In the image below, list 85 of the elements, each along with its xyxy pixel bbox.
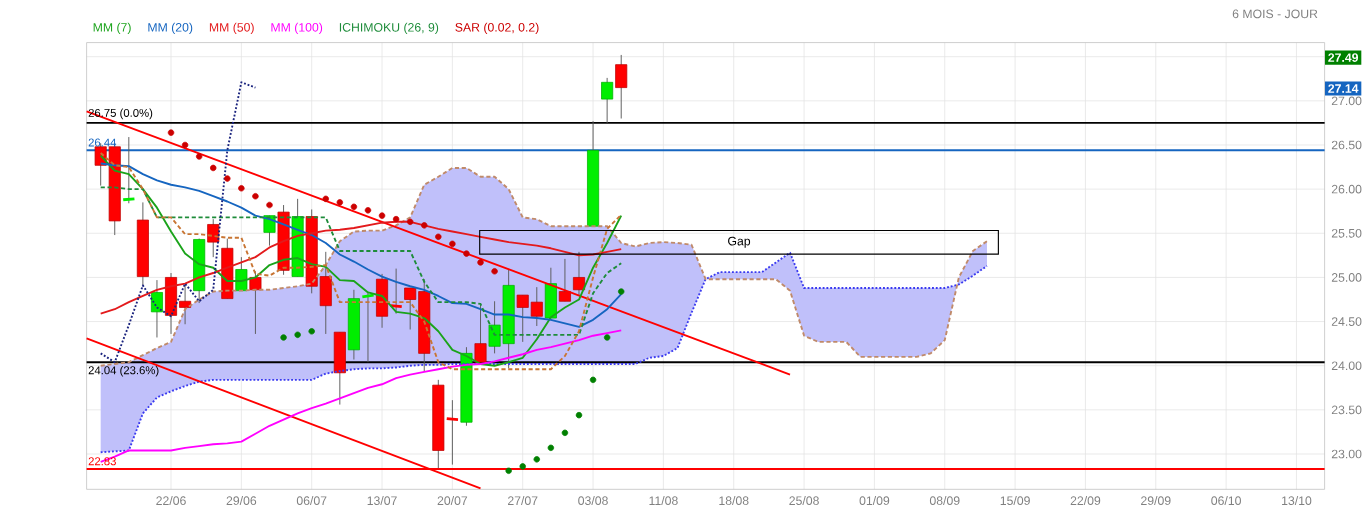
text: ICHIMOKU (26, 9) bbox=[339, 22, 439, 35]
point bbox=[589, 376, 597, 384]
point bbox=[322, 195, 329, 203]
point bbox=[167, 129, 175, 136]
chart-subtitle: 6 MOIS - JOUR bbox=[1232, 9, 1318, 19]
point bbox=[435, 233, 442, 241]
candlestick bbox=[121, 136, 136, 204]
point bbox=[336, 199, 344, 206]
point bbox=[294, 331, 301, 339]
point bbox=[519, 463, 526, 470]
y-tick-label: 25.00 bbox=[1331, 273, 1362, 282]
point bbox=[561, 429, 569, 437]
point bbox=[575, 411, 583, 419]
point bbox=[547, 444, 555, 452]
y-tick-label: 24.50 bbox=[1331, 317, 1362, 326]
x-tick-label: 13/10 bbox=[1282, 495, 1312, 505]
text: MM (7) bbox=[93, 22, 131, 35]
point bbox=[238, 185, 245, 192]
candlestick bbox=[404, 287, 417, 330]
point bbox=[280, 334, 287, 341]
ref-line-label: 24.04 (23.6%) bbox=[88, 365, 159, 377]
x-tick-label: 08/09 bbox=[929, 495, 960, 505]
x-tick-label: 18/08 bbox=[719, 495, 749, 505]
ref-line-label: 22.83 bbox=[88, 457, 116, 466]
point bbox=[181, 141, 189, 149]
annotation: 27.49 bbox=[1328, 53, 1359, 62]
y-tick-label: 23.00 bbox=[1331, 449, 1362, 459]
x-tick-label: 06/10 bbox=[1211, 495, 1241, 505]
x-tick-label: 15/09 bbox=[1000, 495, 1030, 505]
text: MM (50) bbox=[209, 22, 254, 35]
point bbox=[350, 203, 358, 210]
x-tick-label: 29/09 bbox=[1141, 495, 1171, 505]
point bbox=[195, 153, 203, 160]
x-tick-label: 20/07 bbox=[437, 495, 468, 505]
candlestick bbox=[249, 270, 262, 335]
point bbox=[252, 192, 259, 200]
candlestick bbox=[150, 279, 163, 338]
point bbox=[308, 328, 315, 335]
y-tick-label: 25.50 bbox=[1331, 228, 1362, 238]
point bbox=[603, 334, 611, 341]
x-tick-label: 22/09 bbox=[1070, 495, 1101, 505]
point bbox=[533, 456, 540, 463]
y-tick-label: 27.00 bbox=[1331, 96, 1362, 106]
point bbox=[392, 215, 400, 223]
point bbox=[210, 164, 217, 172]
candlestick bbox=[445, 399, 460, 466]
y-tick-label: 26.50 bbox=[1331, 140, 1362, 150]
ref-line-label: 26.44 bbox=[88, 138, 117, 147]
point bbox=[505, 467, 512, 474]
text: SAR (0.02, 0.2) bbox=[455, 22, 539, 35]
x-tick-label: 27/07 bbox=[508, 495, 538, 505]
x-tick-label: 06/07 bbox=[296, 495, 327, 505]
x-tick-label: 11/08 bbox=[649, 495, 678, 505]
text: MM (100) bbox=[271, 22, 323, 35]
text: MM (20) bbox=[148, 22, 193, 35]
point bbox=[364, 207, 372, 214]
point bbox=[463, 250, 470, 257]
x-tick-label: 13/07 bbox=[367, 495, 397, 505]
point bbox=[266, 201, 273, 209]
point bbox=[491, 268, 498, 275]
point bbox=[477, 259, 484, 266]
point bbox=[406, 218, 414, 226]
candlestick bbox=[207, 218, 220, 258]
candlestick bbox=[179, 283, 192, 325]
point bbox=[449, 240, 456, 248]
candlestick bbox=[530, 286, 543, 327]
y-tick-label: 24.00 bbox=[1331, 361, 1362, 371]
candlestick bbox=[516, 294, 529, 343]
y-tick-label: 23.50 bbox=[1331, 405, 1362, 415]
candlestick bbox=[572, 251, 586, 296]
candlestick bbox=[601, 77, 614, 124]
point bbox=[224, 175, 231, 182]
x-tick-label: 22/06 bbox=[156, 495, 186, 505]
annotation: Gap bbox=[728, 236, 751, 248]
candlestick bbox=[615, 54, 628, 119]
point bbox=[617, 288, 625, 295]
x-tick-label: 29/06 bbox=[226, 495, 257, 505]
point bbox=[421, 222, 428, 229]
x-tick-label: 03/08 bbox=[578, 495, 608, 505]
point bbox=[378, 212, 386, 219]
x-tick-label: 25/08 bbox=[789, 495, 819, 505]
x-tick-label: 01/09 bbox=[859, 495, 890, 505]
y-tick-label: 26.00 bbox=[1331, 184, 1362, 194]
annotation: 27.14 bbox=[1328, 84, 1359, 93]
candlestick bbox=[558, 258, 571, 302]
